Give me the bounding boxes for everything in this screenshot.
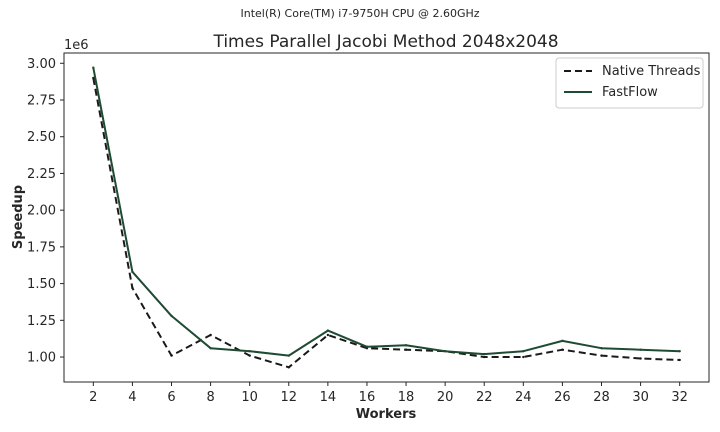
legend-label-native-threads: Native Threads xyxy=(602,64,701,79)
data-point xyxy=(287,354,290,357)
data-point xyxy=(209,347,212,350)
y-tick-label: 2.50 xyxy=(27,130,56,145)
y-tick-label: 2.00 xyxy=(27,204,56,219)
data-point xyxy=(404,348,408,351)
data-point xyxy=(522,349,525,353)
data-point xyxy=(92,76,95,80)
data-point xyxy=(639,357,642,360)
data-point xyxy=(483,355,486,359)
x-tick-label: 12 xyxy=(280,390,297,405)
series-line-fastflow xyxy=(92,67,680,357)
data-point xyxy=(131,270,134,274)
data-point xyxy=(561,348,564,351)
data-point xyxy=(522,355,525,359)
y-tick-label: 1.25 xyxy=(27,314,56,329)
data-point xyxy=(248,354,251,357)
data-point xyxy=(404,344,408,347)
y-tick-label: 2.25 xyxy=(27,167,56,182)
x-tick-label: 14 xyxy=(320,390,337,405)
data-point xyxy=(678,349,681,353)
data-point xyxy=(326,329,330,332)
series-layer xyxy=(92,66,681,369)
data-point xyxy=(600,354,603,357)
x-tick-label: 24 xyxy=(515,390,532,405)
data-point xyxy=(678,358,681,362)
y-offset-label: 1e6 xyxy=(64,38,89,53)
data-point xyxy=(170,314,173,318)
series-line-native-threads xyxy=(92,77,680,369)
y-tick-label: 1.00 xyxy=(27,351,56,366)
data-point xyxy=(443,349,447,353)
data-point xyxy=(483,352,486,356)
data-point xyxy=(639,348,642,351)
data-point xyxy=(209,333,212,337)
x-tick-label: 20 xyxy=(437,390,454,405)
data-point xyxy=(365,345,369,348)
plot-frame xyxy=(63,52,710,383)
y-axis: 1.00 1.25 1.50 1.75 2.00 2.25 2.50 2.75 3.00 xyxy=(27,57,64,366)
chart-suptitle: Intel(R) Core(TM) i7-9750H CPU @ 2.60GHz xyxy=(240,7,479,20)
x-tick-label: 10 xyxy=(241,390,258,405)
data-point xyxy=(561,339,564,343)
x-axis: 2 4 6 8 10 12 14 16 18 20 22 24 26 28 30 32 xyxy=(89,382,688,405)
data-point xyxy=(326,333,330,337)
data-point xyxy=(287,366,290,369)
data-point xyxy=(170,354,173,357)
y-tick-label: 1.75 xyxy=(27,240,56,255)
x-tick-label: 28 xyxy=(593,390,610,405)
chart-title: Times Parallel Jacobi Method 2048x2048 xyxy=(212,32,558,52)
x-axis-title: Workers xyxy=(356,407,417,422)
legend: Native Threads FastFlow xyxy=(555,57,704,109)
y-axis-title: Speedup xyxy=(11,185,26,249)
data-point xyxy=(131,286,134,290)
data-point xyxy=(248,349,251,353)
y-tick-label: 1.50 xyxy=(27,277,56,292)
y-tick-label: 3.00 xyxy=(27,57,56,72)
x-tick-label: 16 xyxy=(359,390,376,405)
x-tick-label: 32 xyxy=(671,390,688,405)
x-tick-label: 26 xyxy=(554,390,571,405)
x-tick-label: 4 xyxy=(128,390,136,405)
y-tick-label: 2.75 xyxy=(27,94,56,109)
legend-box xyxy=(555,57,704,109)
data-point xyxy=(92,66,95,69)
x-tick-label: 8 xyxy=(206,390,214,405)
x-tick-label: 18 xyxy=(398,390,415,405)
x-tick-label: 6 xyxy=(167,390,175,405)
x-tick-label: 22 xyxy=(476,390,493,405)
x-tick-label: 30 xyxy=(632,390,649,405)
x-tick-label: 2 xyxy=(89,390,97,405)
data-point xyxy=(600,347,603,350)
legend-label-fastflow: FastFlow xyxy=(602,85,658,100)
